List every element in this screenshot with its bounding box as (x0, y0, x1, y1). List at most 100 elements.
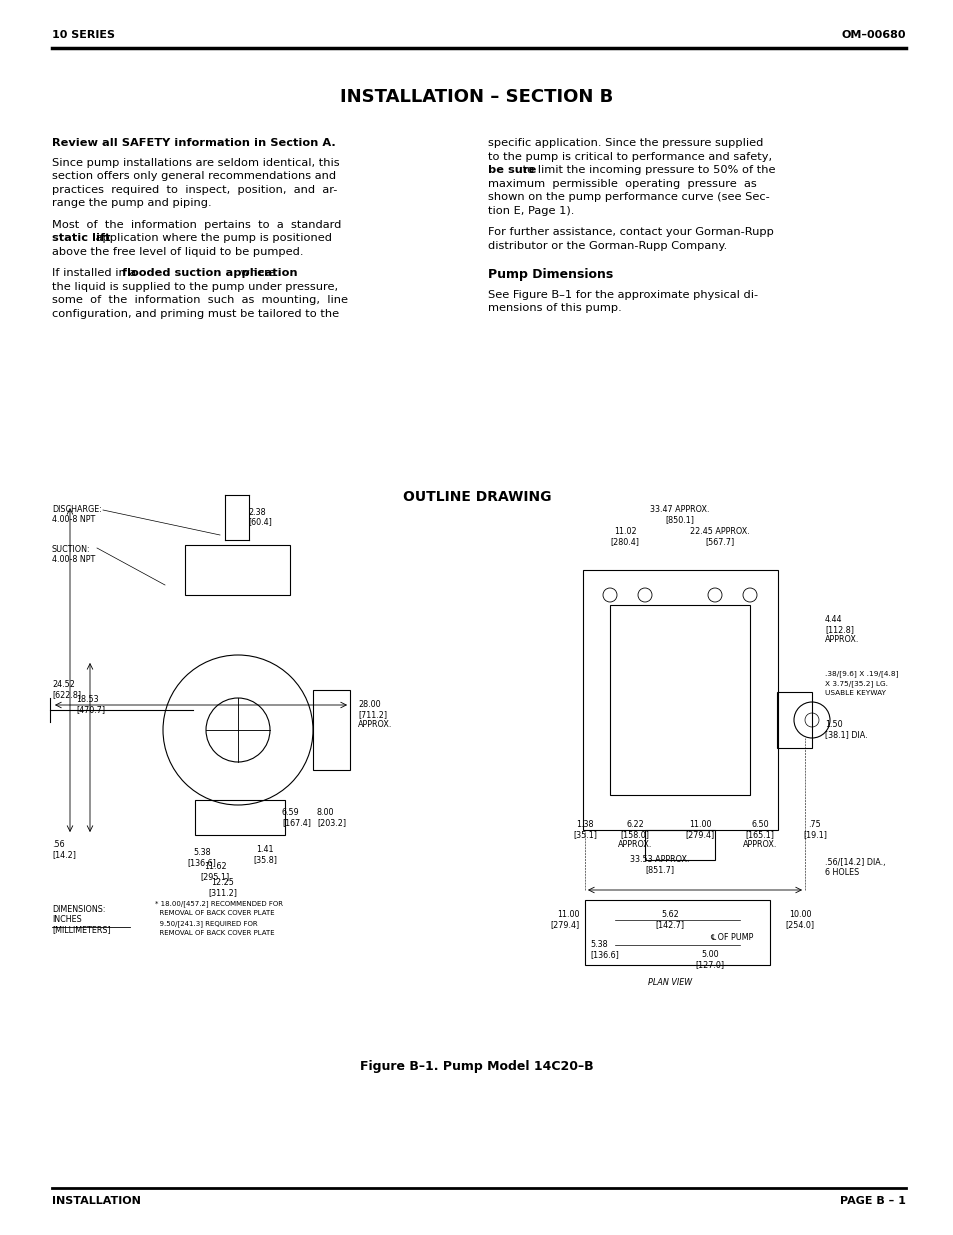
Text: See Figure B–1 for the approximate physical di-: See Figure B–1 for the approximate physi… (488, 289, 758, 300)
Text: REMOVAL OF BACK COVER PLATE: REMOVAL OF BACK COVER PLATE (154, 930, 274, 936)
Text: X 3.75/[35.2] LG.: X 3.75/[35.2] LG. (824, 680, 887, 687)
Text: 9.50/[241.3] REQUIRED FOR: 9.50/[241.3] REQUIRED FOR (154, 920, 257, 926)
Text: [142.7]: [142.7] (655, 920, 684, 929)
Text: [35.1]: [35.1] (573, 830, 597, 839)
Text: static lift: static lift (52, 233, 111, 243)
Text: Pump Dimensions: Pump Dimensions (488, 268, 613, 282)
Text: 10 SERIES: 10 SERIES (52, 30, 115, 40)
Text: .56/[14.2] DIA.,: .56/[14.2] DIA., (824, 858, 884, 867)
Text: 10.00: 10.00 (788, 910, 810, 919)
Text: OUTLINE DRAWING: OUTLINE DRAWING (402, 490, 551, 504)
Text: [254.0]: [254.0] (784, 920, 814, 929)
Text: maximum  permissible  operating  pressure  as: maximum permissible operating pressure a… (488, 179, 756, 189)
Text: [136.6]: [136.6] (188, 858, 216, 867)
Text: [280.4]: [280.4] (610, 537, 639, 546)
Text: If installed in a: If installed in a (52, 268, 140, 278)
Text: APPROX.: APPROX. (742, 840, 777, 848)
Text: [35.8]: [35.8] (253, 855, 276, 864)
Text: .56: .56 (52, 840, 65, 848)
Text: configuration, and priming must be tailored to the: configuration, and priming must be tailo… (52, 309, 338, 319)
Text: 11.62: 11.62 (204, 862, 226, 871)
Text: [711.2]: [711.2] (357, 710, 387, 719)
Text: [279.4]: [279.4] (684, 830, 714, 839)
Text: where: where (236, 268, 275, 278)
Text: PLAN VIEW: PLAN VIEW (647, 978, 691, 987)
Text: SUCTION:: SUCTION: (52, 545, 91, 555)
Text: INSTALLATION: INSTALLATION (52, 1195, 141, 1207)
Bar (609, 605, 749, 795)
Text: 4.00-8 NPT: 4.00-8 NPT (52, 555, 95, 564)
Text: DIMENSIONS:: DIMENSIONS: (52, 905, 106, 914)
Text: 6 HOLES: 6 HOLES (824, 868, 859, 877)
Text: section offers only general recommendations and: section offers only general recommendati… (52, 170, 335, 182)
Text: specific application. Since the pressure supplied: specific application. Since the pressure… (488, 138, 762, 148)
Text: .38/[9.6] X .19/[4.8]: .38/[9.6] X .19/[4.8] (824, 671, 898, 677)
Text: distributor or the Gorman-Rupp Company.: distributor or the Gorman-Rupp Company. (488, 241, 726, 251)
Text: ℄ OF PUMP: ℄ OF PUMP (709, 932, 753, 942)
Text: USABLE KEYWAY: USABLE KEYWAY (824, 690, 885, 697)
Text: For further assistance, contact your Gorman-Rupp: For further assistance, contact your Gor… (488, 227, 773, 237)
Text: [19.1]: [19.1] (802, 830, 826, 839)
Text: tion E, Page 1).: tion E, Page 1). (488, 205, 574, 215)
Text: to the pump is critical to performance and safety,: to the pump is critical to performance a… (488, 152, 771, 162)
Text: Most  of  the  information  pertains  to  a  standard: Most of the information pertains to a st… (52, 220, 341, 230)
Text: [112.8]: [112.8] (824, 625, 853, 634)
Text: 11.00: 11.00 (688, 820, 711, 829)
Text: 1.41: 1.41 (256, 845, 274, 853)
Text: [567.7]: [567.7] (704, 537, 734, 546)
Text: .75: .75 (808, 820, 821, 829)
Text: [158.0]: [158.0] (619, 830, 649, 839)
Text: application where the pump is positioned: application where the pump is positioned (91, 233, 332, 243)
Text: Since pump installations are seldom identical, this: Since pump installations are seldom iden… (52, 158, 339, 168)
Text: DISCHARGE:: DISCHARGE: (52, 505, 102, 514)
Text: [127.0]: [127.0] (695, 960, 723, 969)
Text: 6.50: 6.50 (750, 820, 768, 829)
Text: [203.2]: [203.2] (316, 818, 346, 827)
Text: some  of  the  information  such  as  mounting,  line: some of the information such as mounting… (52, 295, 348, 305)
Text: [851.7]: [851.7] (645, 864, 674, 874)
Text: 11.00: 11.00 (557, 910, 579, 919)
Bar (185, 545, 290, 595)
Text: 11.02: 11.02 (613, 527, 636, 536)
Text: APPROX.: APPROX. (357, 720, 392, 729)
Bar (776, 692, 811, 748)
Text: [MILLIMETERS]: [MILLIMETERS] (52, 925, 111, 934)
Text: 18.53: 18.53 (76, 695, 98, 704)
Text: mensions of this pump.: mensions of this pump. (488, 303, 621, 312)
Text: above the free level of liquid to be pumped.: above the free level of liquid to be pum… (52, 247, 303, 257)
Text: to limit the incoming pressure to 50% of the: to limit the incoming pressure to 50% of… (518, 165, 775, 175)
Text: Review all SAFETY information in Section A.: Review all SAFETY information in Section… (52, 138, 335, 148)
Bar (194, 800, 285, 835)
Text: * 18.00/[457.2] RECOMMENDED FOR: * 18.00/[457.2] RECOMMENDED FOR (154, 900, 283, 906)
Text: 1.38: 1.38 (576, 820, 593, 829)
Text: [167.4]: [167.4] (282, 818, 311, 827)
Text: 6.59: 6.59 (282, 808, 299, 818)
Text: 12.25: 12.25 (212, 878, 234, 887)
Text: APPROX.: APPROX. (618, 840, 652, 848)
Text: [279.4]: [279.4] (550, 920, 579, 929)
Text: 28.00: 28.00 (357, 700, 380, 709)
Text: [14.2]: [14.2] (52, 850, 76, 860)
Text: 2.38: 2.38 (248, 508, 265, 517)
Text: APPROX.: APPROX. (824, 635, 859, 643)
Text: [622.8]: [622.8] (52, 690, 81, 699)
Text: 5.62: 5.62 (660, 910, 679, 919)
Text: 5.38: 5.38 (589, 940, 607, 948)
Text: INSTALLATION – SECTION B: INSTALLATION – SECTION B (340, 88, 613, 106)
Text: 5.38: 5.38 (193, 848, 211, 857)
Text: flooded suction application: flooded suction application (122, 268, 297, 278)
Text: [311.2]: [311.2] (209, 888, 237, 897)
Text: [165.1]: [165.1] (744, 830, 774, 839)
Bar (584, 900, 769, 965)
Text: Figure B–1. Pump Model 14C20–B: Figure B–1. Pump Model 14C20–B (360, 1060, 593, 1073)
Text: REMOVAL OF BACK COVER PLATE: REMOVAL OF BACK COVER PLATE (154, 910, 274, 916)
Text: 6.22: 6.22 (625, 820, 643, 829)
Text: 24.52: 24.52 (52, 680, 74, 689)
Text: 8.00: 8.00 (316, 808, 335, 818)
Text: range the pump and piping.: range the pump and piping. (52, 198, 212, 207)
Bar (582, 571, 778, 830)
Text: OM–00680: OM–00680 (841, 30, 905, 40)
Text: shown on the pump performance curve (see Sec-: shown on the pump performance curve (see… (488, 191, 769, 203)
Text: 1.50: 1.50 (824, 720, 841, 729)
Text: practices  required  to  inspect,  position,  and  ar-: practices required to inspect, position,… (52, 184, 337, 194)
